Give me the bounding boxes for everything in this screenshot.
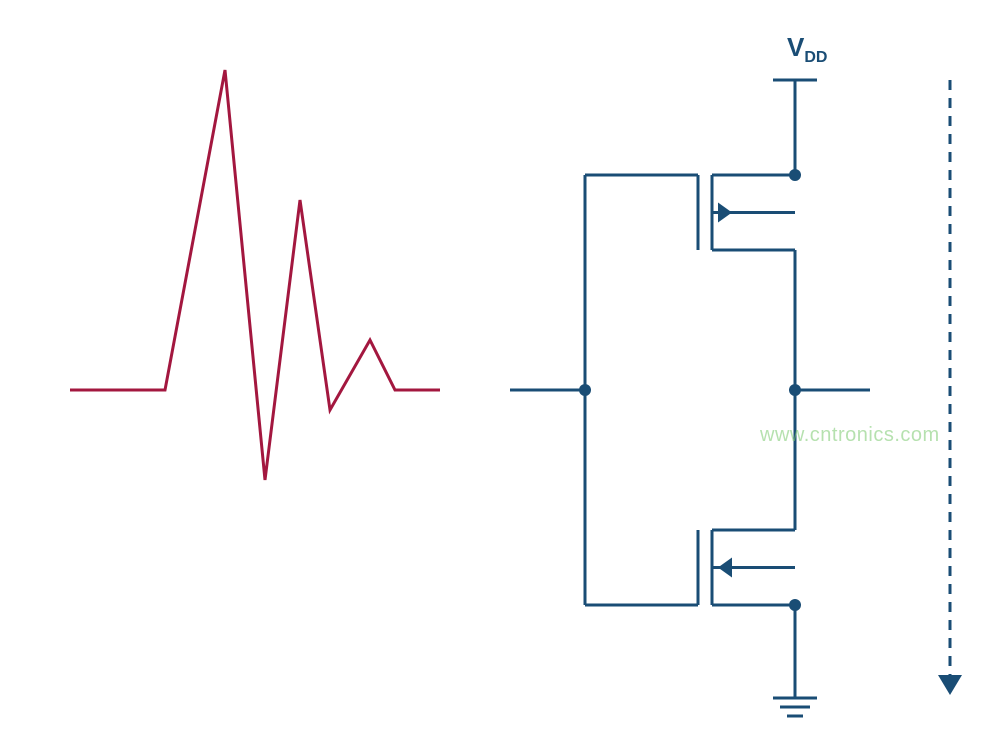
vdd-label: VDD: [787, 32, 827, 66]
nmos-transistor: [698, 530, 795, 605]
current-arrow-head: [938, 675, 962, 695]
esd-pulse-waveform: [70, 70, 440, 480]
waveform-polyline: [70, 70, 440, 480]
pmos-bulk-arrow: [718, 203, 732, 223]
node-nmos-source: [789, 599, 801, 611]
node-input: [579, 384, 591, 396]
shoot-through-current-arrow: [938, 80, 962, 695]
nmos-bulk-arrow: [718, 558, 732, 578]
pmos-transistor: [698, 175, 795, 250]
cmos-inverter-circuit: VDD: [510, 32, 870, 716]
node-pmos-drain: [789, 169, 801, 181]
node-output: [789, 384, 801, 396]
